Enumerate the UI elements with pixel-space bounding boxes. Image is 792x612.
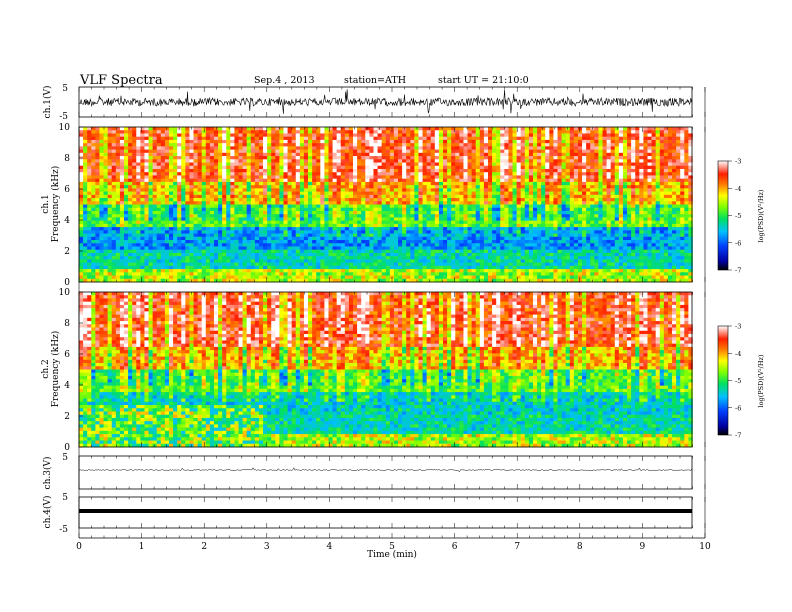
cb1t-tick--3: -3 — [735, 158, 741, 166]
ch4-waveform-ylabel: ch.4(V) — [42, 496, 53, 529]
cb2t-tick--4: -4 — [735, 350, 741, 358]
spec2yt-tick-8: 8 — [64, 319, 70, 329]
station-label: station=ATH — [344, 75, 406, 86]
ch3-waveform-ylabel: ch.3(V) — [42, 457, 53, 490]
ch3-waveform-line — [78, 467, 693, 473]
time-axis: 0 1 2 3 4 5 6 7 8 9 10 Time (min) — [76, 87, 711, 560]
ch1-spectrogram-image — [79, 127, 693, 283]
cb1t-tick--7: -7 — [735, 267, 741, 275]
ch1-ytick-bottom: -5 — [59, 112, 68, 122]
ch2-frequency-ylabel: Frequency (kHz) — [50, 331, 61, 408]
ch2-spectrogram-image — [79, 292, 693, 448]
ch3-waveform-panel: 5 ch.3(V) — [42, 453, 693, 490]
spec2yt-tick-10: 10 — [59, 288, 71, 298]
spec1yt-tick-4: 4 — [64, 216, 70, 226]
x-tick-label-6: 6 — [452, 542, 458, 552]
ch1-colorbar — [717, 160, 729, 271]
ch4-waveform-panel: 5 -5 ch.4(V) — [42, 493, 693, 535]
ch3-waveform-frame — [78, 455, 693, 490]
cb2t-tick--7: -7 — [735, 432, 741, 440]
time-axis-label: Time (min) — [367, 549, 417, 560]
x-tick-label-8: 8 — [577, 542, 583, 552]
ch1-ytick-top: 5 — [62, 84, 68, 94]
date-label: Sep.4 , 2013 — [254, 75, 315, 86]
spec1yt-tick-2: 2 — [64, 247, 70, 257]
ch3-ytick-top: 5 — [62, 453, 68, 463]
spec1yt-tick-10: 10 — [59, 123, 71, 133]
x-tick-label-3: 3 — [264, 542, 270, 552]
ch1-frequency-ylabel: Frequency (kHz) — [50, 166, 61, 243]
x-tick-label-2: 2 — [201, 542, 207, 552]
cb1t-tick--6: -6 — [735, 239, 741, 247]
cb2t-tick--6: -6 — [735, 404, 741, 412]
spec2yt-tick-0: 0 — [64, 443, 70, 453]
ch1-waveform-panel: 5 -5 ch.1(V) — [42, 84, 693, 122]
ch2-colorbar — [717, 325, 729, 436]
x-tick-label-1: 1 — [139, 542, 145, 552]
cb1t-tick--4: -4 — [735, 185, 741, 193]
spec1yt-tick-6: 6 — [64, 185, 70, 195]
cb2t-tick--5: -5 — [735, 377, 741, 385]
spec1yt-tick-8: 8 — [64, 154, 70, 164]
figure-title: VLF Spectra — [79, 73, 163, 88]
spec1yt-tick-0: 0 — [64, 278, 70, 288]
x-tick-label-5: 5 — [389, 542, 395, 552]
cb1t-tick--5: -5 — [735, 212, 741, 220]
x-tick-label-7: 7 — [514, 542, 520, 552]
cb2t-tick--3: -3 — [735, 323, 741, 331]
spec2yt-tick-2: 2 — [64, 412, 70, 422]
ch1-waveform-line — [78, 89, 693, 114]
ch2-channel-label: ch.2 — [41, 359, 51, 378]
ch2-colorbar-label: log(PSD)(V²/Hz) — [757, 354, 765, 407]
ch1-colorbar-label: log(PSD)(V²/Hz) — [757, 189, 765, 242]
ch4-ytick-top: 5 — [62, 493, 68, 503]
spec2yt-tick-4: 4 — [64, 381, 70, 391]
x-tick-label-0: 0 — [76, 542, 82, 552]
ch1-waveform-ylabel: ch.1(V) — [42, 86, 53, 119]
ch4-ytick-bottom: -5 — [59, 525, 68, 535]
spec2yt-tick-6: 6 — [64, 350, 70, 360]
x-tick-label-9: 9 — [640, 542, 646, 552]
start-ut-label: start UT = 21:10:0 — [438, 75, 529, 86]
x-tick-label-10: 10 — [699, 542, 711, 552]
x-tick-label-4: 4 — [327, 542, 333, 552]
ch1-channel-label: ch.1 — [41, 194, 51, 213]
